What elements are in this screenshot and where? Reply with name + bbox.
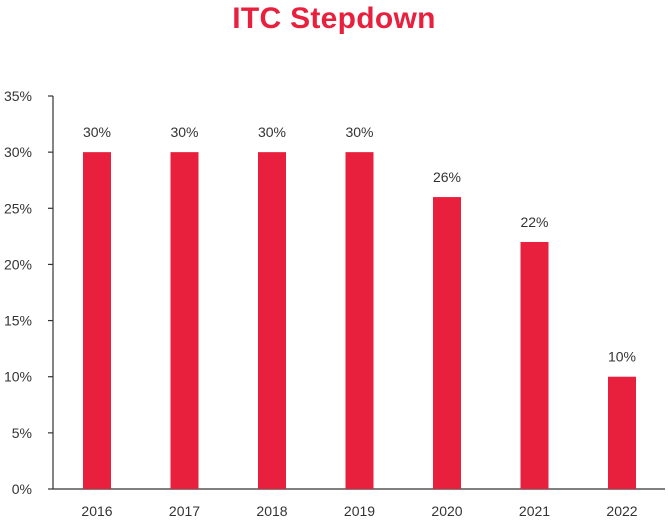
chart-title: ITC Stepdown: [232, 2, 436, 35]
x-tick-label: 2016: [81, 503, 112, 519]
bar: [345, 152, 374, 489]
x-tick-label: 2020: [431, 503, 462, 519]
bar: [608, 376, 636, 489]
data-label: 30%: [345, 124, 373, 140]
bar: [520, 241, 549, 489]
y-tick-label: 25%: [4, 200, 32, 216]
bar: [258, 152, 286, 489]
y-tick-label: 10%: [4, 369, 32, 385]
bar: [433, 197, 461, 490]
data-label: 30%: [258, 124, 286, 140]
y-tick-label: 0%: [12, 481, 32, 497]
x-tick-label: 2021: [519, 503, 550, 519]
x-tick-label: 2019: [344, 503, 375, 519]
data-label: 10%: [608, 349, 636, 365]
x-tick-label: 2022: [606, 503, 637, 519]
bar: [83, 152, 111, 489]
data-label: 30%: [83, 124, 111, 140]
y-tick-label: 5%: [12, 425, 32, 441]
data-label: 22%: [520, 214, 548, 230]
data-label: 26%: [433, 169, 461, 185]
y-tick-label: 30%: [4, 144, 32, 160]
x-tick-label: 2017: [169, 503, 200, 519]
x-tick-label: 2018: [256, 503, 287, 519]
y-tick-label: 20%: [4, 256, 32, 272]
x-axis: 2016 2017 2018 2019 2020 2021 2022: [53, 488, 665, 519]
y-axis: 0% 5% 10% 15% 20% 25% 30% 35%: [4, 88, 54, 497]
bar: [170, 152, 199, 489]
y-tick-label: 35%: [4, 88, 32, 104]
data-labels: 30% 30% 30% 30% 26% 22% 10%: [83, 124, 636, 365]
y-tick-label: 15%: [4, 313, 32, 329]
data-label: 30%: [170, 124, 198, 140]
bars: [83, 152, 636, 490]
